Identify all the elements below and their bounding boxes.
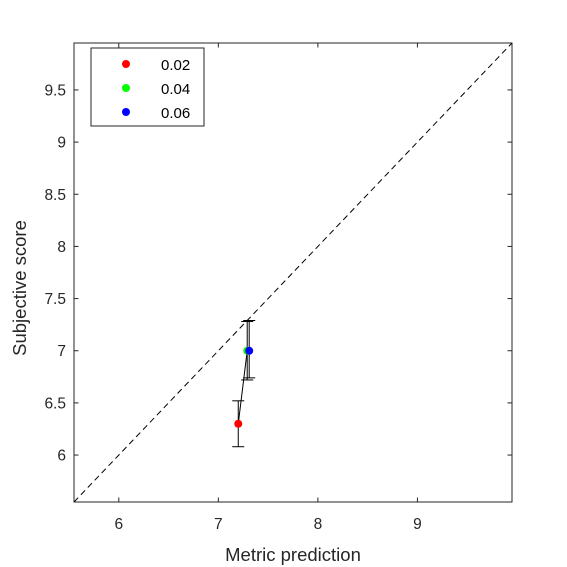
x-tick-label: 8 bbox=[314, 516, 323, 533]
legend-label: 0.04 bbox=[161, 81, 190, 98]
y-axis-label: Subjective score bbox=[9, 220, 30, 356]
x-tick-label: 9 bbox=[413, 516, 422, 533]
legend-marker bbox=[122, 84, 130, 92]
data-point-0.02 bbox=[234, 419, 243, 428]
legend-label: 0.02 bbox=[161, 57, 190, 74]
legend-marker bbox=[122, 108, 130, 116]
error-bars bbox=[232, 319, 256, 448]
identity-reference-line bbox=[73, 42, 513, 503]
x-tick-label: 7 bbox=[214, 516, 223, 533]
y-axis-ticks: 6 6.5 7 7.5 8 8.5 9 9.5 bbox=[44, 82, 512, 465]
legend: 0.02 0.04 0.06 bbox=[90, 47, 205, 127]
legend-marker bbox=[122, 60, 130, 68]
y-tick-label: 7.5 bbox=[44, 291, 66, 308]
data-points bbox=[234, 346, 254, 428]
data-point-0.06 bbox=[245, 346, 254, 355]
x-axis-ticks: 6 7 8 9 bbox=[114, 43, 422, 533]
x-tick-label: 6 bbox=[114, 516, 123, 533]
y-tick-label: 7 bbox=[57, 343, 66, 360]
legend-label: 0.06 bbox=[161, 105, 190, 122]
y-tick-label: 6.5 bbox=[44, 395, 66, 412]
y-tick-label: 6 bbox=[57, 448, 66, 465]
y-tick-label: 9.5 bbox=[44, 82, 66, 99]
legend-box bbox=[90, 47, 205, 127]
y-tick-label: 8 bbox=[57, 239, 66, 256]
y-tick-label: 8.5 bbox=[44, 187, 66, 204]
x-axis-label: Metric prediction bbox=[225, 544, 361, 565]
y-tick-label: 9 bbox=[57, 135, 66, 152]
